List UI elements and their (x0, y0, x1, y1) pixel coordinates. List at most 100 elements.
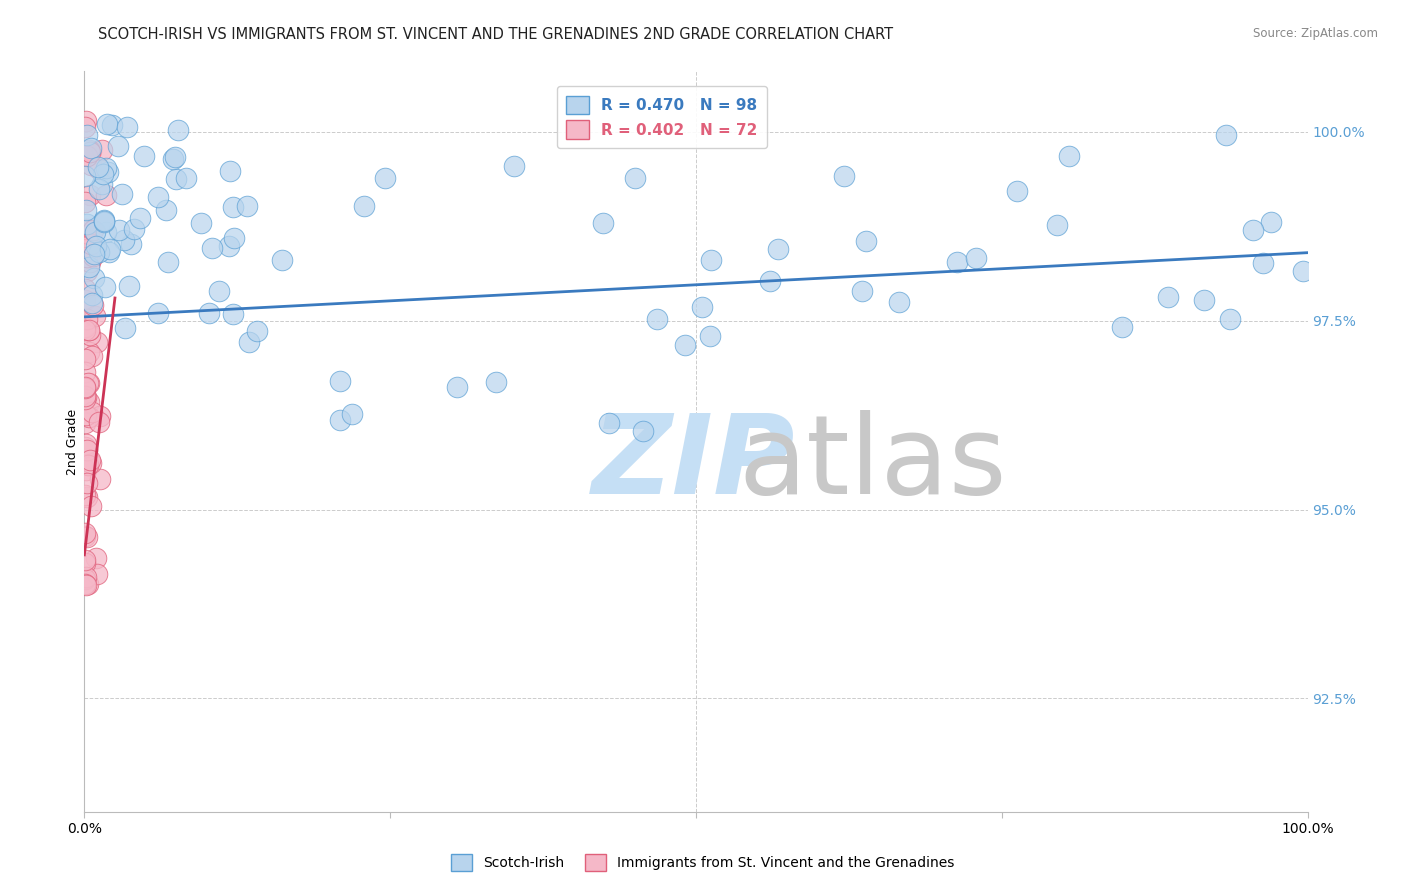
Point (76, 217, 98, 231)
Point (946, 254, 969, 268)
Point (855, 234, 877, 248)
Point (94, 280, 117, 294)
Point (768, 242, 790, 256)
Point (108, 223, 131, 237)
Point (75, 366, 97, 380)
Point (87, 161, 110, 176)
Point (84, 310, 107, 324)
Point (832, 169, 855, 184)
Point (329, 374, 352, 388)
Point (77, 376, 100, 391)
Point (156, 255, 179, 269)
Point (118, 279, 141, 293)
Text: Source: ZipAtlas.com: Source: ZipAtlas.com (1253, 27, 1378, 40)
Point (75, 282, 97, 296)
Point (146, 306, 169, 320)
Point (82, 298, 104, 312)
Point (201, 241, 224, 255)
Point (79, 227, 101, 242)
Point (75, 390, 97, 404)
Point (91, 143, 114, 157)
Point (76, 530, 98, 544)
Point (208, 284, 231, 298)
Point (75, 222, 97, 236)
Point (76, 476, 98, 491)
Point (271, 252, 294, 267)
Point (111, 186, 134, 201)
Point (75, 389, 97, 403)
Legend: R = 0.470   N = 98, R = 0.402   N = 72: R = 0.470 N = 98, R = 0.402 N = 72 (557, 87, 766, 148)
Point (91, 167, 114, 181)
Point (93, 213, 115, 227)
Point (162, 152, 184, 166)
Point (222, 307, 245, 321)
Point (1260, 215, 1282, 229)
Point (75, 526, 97, 541)
Point (374, 170, 396, 185)
Point (75, 320, 97, 334)
Point (120, 236, 142, 251)
Point (80, 349, 103, 363)
Point (165, 150, 187, 164)
Point (1157, 289, 1180, 303)
Point (73, 556, 96, 570)
Point (79, 145, 101, 159)
Point (76, 149, 98, 163)
Point (80, 141, 103, 155)
Point (76, 250, 98, 264)
Point (77, 322, 100, 336)
Point (73, 293, 96, 308)
Point (485, 375, 508, 389)
Point (96, 117, 118, 131)
Point (84, 238, 107, 252)
Point (342, 407, 364, 421)
Point (758, 274, 780, 288)
Point (79, 187, 101, 202)
Point (1241, 222, 1264, 236)
Point (77, 345, 100, 359)
Point (623, 170, 645, 185)
Point (329, 413, 352, 427)
Point (112, 233, 135, 247)
Point (246, 324, 269, 338)
Point (75, 578, 97, 592)
Point (692, 300, 714, 314)
Legend: Scotch-Irish, Immigrants from St. Vincent and the Grenadines: Scotch-Irish, Immigrants from St. Vincen… (446, 848, 960, 876)
Y-axis label: 2nd Grade: 2nd Grade (66, 409, 79, 475)
Point (82, 222, 104, 236)
Point (446, 379, 468, 393)
Point (79, 453, 101, 467)
Point (73, 380, 96, 394)
Point (79, 143, 101, 157)
Point (132, 148, 155, 162)
Point (75, 437, 97, 451)
Point (77, 458, 100, 473)
Point (114, 320, 136, 334)
Point (73, 440, 96, 454)
Point (73, 194, 96, 209)
Point (75, 570, 97, 584)
Point (218, 164, 240, 178)
Point (89, 409, 111, 423)
Point (155, 203, 177, 218)
Point (190, 216, 212, 230)
Point (97, 165, 120, 179)
Text: SCOTCH-IRISH VS IMMIGRANTS FROM ST. VINCENT AND THE GRENADINES 2ND GRADE CORRELA: SCOTCH-IRISH VS IMMIGRANTS FROM ST. VINC… (98, 27, 894, 42)
Point (598, 416, 620, 430)
Point (699, 252, 721, 267)
Point (75, 576, 97, 591)
Point (84, 551, 107, 566)
Point (89, 472, 111, 486)
Point (1292, 264, 1315, 278)
Point (592, 216, 614, 230)
Point (87, 416, 110, 430)
Point (965, 251, 987, 265)
Point (146, 190, 169, 204)
Point (75, 488, 97, 502)
Point (98, 243, 121, 257)
Point (174, 171, 197, 186)
Point (77, 410, 100, 425)
Point (75, 114, 97, 128)
Point (77, 323, 100, 337)
Point (96, 187, 118, 202)
